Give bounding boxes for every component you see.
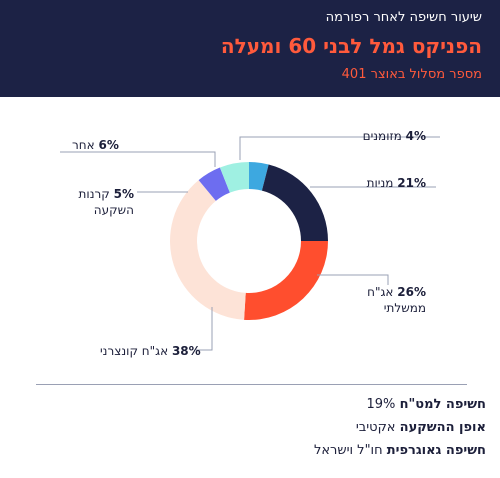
info-mode-value: אקטיבי [355,420,396,435]
donut-slice-1 [261,164,328,241]
info-forex-value: 19% [366,397,396,412]
label-gov-bonds-name2: ממשלתי [383,301,426,315]
donut-slice-2 [244,241,328,320]
info-geo: חשיפה גאוגרפית חו"ל וישראל [26,439,486,462]
leader-line-0 [239,136,440,160]
info-geo-value: חו"ל וישראל [313,443,383,458]
label-funds-pct: 5% [113,187,134,201]
label-other: 6% אחר [72,137,119,153]
info-forex: חשיפה למט"ח 19% [26,393,486,416]
donut-slice-3 [170,180,246,320]
donut-chart [60,136,440,351]
fund-number: מספר מסלול באוצר 401 [341,67,482,82]
label-stocks-pct: 21% [397,176,426,190]
leader-line-5 [60,151,216,167]
label-funds-name1: קרנות [78,187,110,201]
label-cash: 4% מזומנים [363,128,426,144]
label-funds: 5% קרנות השקעה [72,186,134,218]
label-gov-bonds-name1: אג"ח [367,285,394,299]
label-corp-bonds: 38% אג"ח קונצרני [100,343,201,359]
label-cash-name: מזומנים [362,129,402,143]
donut-slice-4 [198,167,230,201]
label-gov-bonds: 26% אג"ח ממשלתי [367,284,426,316]
label-stocks: 21% מניות [367,175,426,191]
leader-line-3 [196,307,213,351]
label-funds-name2: השקעה [93,203,134,217]
allocation-chart: 4% מזומנים 21% מניות 26% אג"ח ממשלתי 38%… [0,97,500,372]
header: שיעור חשיפה לאחר רפורמה הפניקס גמל לבני … [0,0,500,97]
label-other-name: אחר [72,138,95,152]
info-forex-label: חשיפה למט"ח [399,397,486,412]
label-cash-pct: 4% [405,129,426,143]
donut-slice-5 [219,162,249,193]
label-gov-bonds-pct: 26% [397,285,426,299]
label-other-pct: 6% [98,138,119,152]
donut-slice-0 [249,162,269,191]
info-mode-label: אופן ההשקעה [399,420,486,435]
fund-info: חשיפה למט"ח 19% אופן ההשקעה אקטיבי חשיפה… [26,393,486,462]
fund-title: הפניקס גמל לבני 60 ומעלה [220,34,482,58]
divider [36,384,467,385]
header-subtitle: שיעור חשיפה לאחר רפורמה [325,10,482,25]
info-mode: אופן ההשקעה אקטיבי [26,416,486,439]
info-geo-label: חשיפה גאוגרפית [386,443,486,458]
label-corp-bonds-pct: 38% [171,344,201,358]
leader-line-2 [317,274,389,285]
label-corp-bonds-name: אג"ח קונצרני [100,344,169,358]
label-stocks-name: מניות [366,176,394,190]
